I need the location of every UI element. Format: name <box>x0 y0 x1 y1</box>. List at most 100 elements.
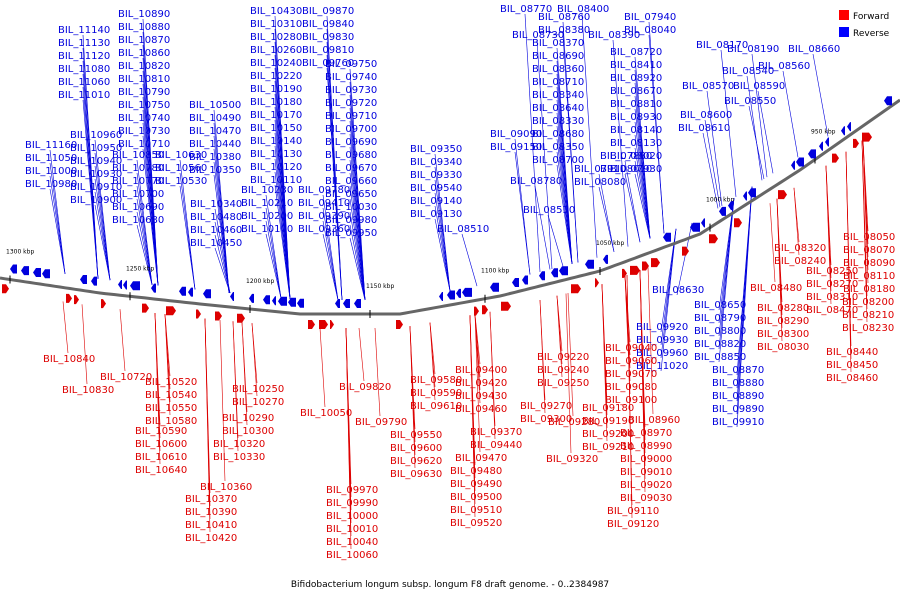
reverse-gene-label[interactable]: BIL_11050 <box>25 153 77 164</box>
reverse-gene-label[interactable]: BIL_10560 <box>155 163 207 174</box>
forward-gene-label[interactable]: BIL_08030 <box>757 342 809 353</box>
reverse-gene-label[interactable]: BIL_10430 <box>250 6 302 17</box>
reverse-gene-label[interactable]: BIL_08600 <box>680 110 732 121</box>
reverse-gene-label[interactable]: BIL_11060 <box>58 77 110 88</box>
reverse-gene-label[interactable]: BIL_10700 <box>112 189 164 200</box>
forward-gene-label[interactable]: BIL_08440 <box>826 347 878 358</box>
forward-gene-label[interactable]: BIL_09030 <box>620 493 672 504</box>
forward-gene-label[interactable]: BIL_10550 <box>145 403 197 414</box>
reverse-gene-label[interactable]: BIL_10470 <box>189 126 241 137</box>
forward-gene-label[interactable]: BIL_08240 <box>774 256 826 267</box>
forward-gene-label[interactable]: BIL_09280 <box>548 417 600 428</box>
reverse-gene-label[interactable]: BIL_10140 <box>250 136 302 147</box>
reverse-gene-label[interactable]: BIL_09750 <box>325 59 377 70</box>
reverse-gene-label[interactable]: BIL_08080 <box>574 177 626 188</box>
forward-gene-label[interactable]: BIL_08320 <box>774 243 826 254</box>
forward-gene-label[interactable]: BIL_09790 <box>355 417 407 428</box>
forward-gene-label[interactable]: BIL_09480 <box>450 466 502 477</box>
reverse-gene-label[interactable]: BIL_08570 <box>682 81 734 92</box>
forward-gene-label[interactable]: BIL_08310 <box>806 292 858 303</box>
reverse-gene-label[interactable]: BIL_08400 <box>557 4 609 15</box>
reverse-gene-label[interactable]: BIL_10460 <box>190 225 242 236</box>
reverse-gene-label[interactable]: BIL_10480 <box>190 212 242 223</box>
reverse-gene-label[interactable]: BIL_09780 <box>298 185 350 196</box>
forward-gene-label[interactable]: BIL_10420 <box>185 533 237 544</box>
forward-gene-label[interactable]: BIL_09270 <box>520 401 572 412</box>
reverse-gene-label[interactable]: BIL_08610 <box>678 123 730 134</box>
reverse-gene-label[interactable]: BIL_11120 <box>58 51 110 62</box>
forward-gene-label[interactable]: BIL_09460 <box>455 404 507 415</box>
reverse-gene-label[interactable]: BIL_08690 <box>532 51 584 62</box>
forward-gene-label[interactable]: BIL_10330 <box>213 452 265 463</box>
forward-gene-label[interactable]: BIL_09620 <box>390 456 442 467</box>
reverse-gene-label[interactable]: BIL_09670 <box>325 163 377 174</box>
forward-gene-label[interactable]: BIL_10010 <box>326 524 378 535</box>
reverse-gene-label[interactable]: BIL_08330 <box>532 116 584 127</box>
reverse-gene-label[interactable]: BIL_09810 <box>302 45 354 56</box>
forward-gene-label[interactable]: BIL_10060 <box>326 550 378 561</box>
reverse-gene-label[interactable]: BIL_09700 <box>325 124 377 135</box>
reverse-gene-label[interactable]: BIL_09410 <box>298 198 350 209</box>
reverse-gene-label[interactable]: BIL_09090 <box>490 129 542 140</box>
reverse-gene-label[interactable]: BIL_10630 <box>155 150 207 161</box>
reverse-gene-label[interactable]: BIL_10170 <box>250 110 302 121</box>
reverse-gene-label[interactable]: BIL_07910 <box>574 164 626 175</box>
forward-gene-label[interactable]: BIL_10600 <box>135 439 187 450</box>
reverse-gene-label[interactable]: BIL_11130 <box>58 38 110 49</box>
forward-gene-label[interactable]: BIL_09420 <box>455 378 507 389</box>
forward-gene-label[interactable]: BIL_09440 <box>470 440 522 451</box>
forward-gene-label[interactable]: BIL_10390 <box>185 507 237 518</box>
reverse-gene-label[interactable]: BIL_10730 <box>118 126 170 137</box>
reverse-gene-label[interactable]: BIL_10530 <box>155 176 207 187</box>
reverse-gene-label[interactable]: BIL_10500 <box>189 100 241 111</box>
reverse-gene-label[interactable]: BIL_08800 <box>694 326 746 337</box>
forward-gene-label[interactable]: BIL_08050 <box>843 232 895 243</box>
forward-gene-label[interactable]: BIL_09490 <box>450 479 502 490</box>
reverse-gene-label[interactable]: BIL_08710 <box>532 77 584 88</box>
reverse-gene-label[interactable]: BIL_09150 <box>490 142 542 153</box>
forward-gene-label[interactable]: BIL_09020 <box>620 480 672 491</box>
forward-gene-label[interactable]: BIL_09110 <box>607 506 659 517</box>
reverse-gene-label[interactable]: BIL_10230 <box>241 185 293 196</box>
reverse-gene-label[interactable]: BIL_08870 <box>712 365 764 376</box>
reverse-gene-label[interactable]: BIL_09980 <box>325 215 377 226</box>
reverse-gene-label[interactable]: BIL_10950 <box>70 143 122 154</box>
reverse-gene-label[interactable]: BIL_08040 <box>624 25 676 36</box>
reverse-gene-label[interactable]: BIL_10380 <box>189 152 241 163</box>
reverse-gene-label[interactable]: BIL_08020 <box>610 151 662 162</box>
reverse-gene-label[interactable]: BIL_09350 <box>410 144 462 155</box>
reverse-gene-label[interactable]: BIL_11080 <box>58 64 110 75</box>
forward-gene-label[interactable]: BIL_09630 <box>390 469 442 480</box>
forward-gene-label[interactable]: BIL_09000 <box>620 454 672 465</box>
reverse-gene-label[interactable]: BIL_11010 <box>58 90 110 101</box>
reverse-gene-label[interactable]: BIL_10870 <box>118 35 170 46</box>
reverse-gene-label[interactable]: BIL_08760 <box>538 12 590 23</box>
reverse-gene-label[interactable]: BIL_08540 <box>722 66 774 77</box>
reverse-gene-label[interactable]: BIL_08530 <box>523 205 575 216</box>
forward-gene-label[interactable]: BIL_10370 <box>185 494 237 505</box>
reverse-gene-label[interactable]: BIL_08930 <box>610 112 662 123</box>
forward-gene-label[interactable]: BIL_09190 <box>582 416 634 427</box>
reverse-gene-label[interactable]: BIL_08170 <box>696 40 748 51</box>
reverse-gene-label[interactable]: BIL_08360 <box>532 64 584 75</box>
reverse-gene-label[interactable]: BIL_09760 <box>302 58 354 69</box>
reverse-gene-label[interactable]: BIL_09390 <box>298 211 350 222</box>
reverse-gene-label[interactable]: BIL_09130 <box>410 209 462 220</box>
reverse-gene-label[interactable]: BIL_10880 <box>118 22 170 33</box>
reverse-gene-label[interactable]: BIL_08880 <box>712 378 764 389</box>
reverse-gene-label[interactable]: BIL_09540 <box>410 183 462 194</box>
reverse-gene-label[interactable]: BIL_10210 <box>241 198 293 209</box>
reverse-gene-label[interactable]: BIL_10100 <box>241 224 293 235</box>
reverse-gene-label[interactable]: BIL_09950 <box>325 228 377 239</box>
forward-gene-label[interactable]: BIL_08250 <box>806 266 858 277</box>
reverse-gene-label[interactable]: BIL_07940 <box>624 12 676 23</box>
forward-gene-label[interactable]: BIL_09060 <box>605 356 657 367</box>
forward-gene-label[interactable]: BIL_10000 <box>326 511 378 522</box>
forward-gene-label[interactable]: BIL_10590 <box>135 426 187 437</box>
reverse-gene-label[interactable]: BIL_10490 <box>189 113 241 124</box>
forward-gene-label[interactable]: BIL_09500 <box>450 492 502 503</box>
reverse-gene-label[interactable]: BIL_09870 <box>302 6 354 17</box>
reverse-gene-label[interactable]: BIL_09650 <box>325 189 377 200</box>
forward-gene-label[interactable]: BIL_09010 <box>620 467 672 478</box>
reverse-gene-label[interactable]: BIL_08920 <box>610 73 662 84</box>
